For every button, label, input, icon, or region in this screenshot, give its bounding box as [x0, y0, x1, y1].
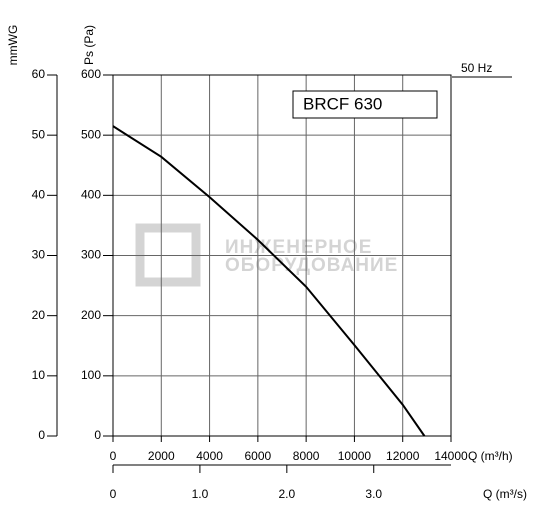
y-label: Ps (Pa) [82, 25, 96, 65]
x-tick-label: 12000 [386, 449, 420, 463]
x-tick-label: 6000 [245, 449, 272, 463]
y-tick-label: 200 [81, 308, 101, 322]
x-tick-label: 8000 [293, 449, 320, 463]
x-tick-label: 14000 [434, 449, 468, 463]
watermark: ОБОРУДОВАНИЕ [225, 255, 398, 276]
x2-tick-label: 3.0 [365, 487, 382, 501]
y2-tick-label: 30 [32, 248, 46, 262]
x2-tick-label: 1.0 [192, 487, 209, 501]
x2-tick-label: 0 [110, 487, 117, 501]
y2-tick-label: 50 [32, 127, 46, 141]
y-tick-label: 400 [81, 188, 101, 202]
curve [112, 125, 426, 437]
y-tick-label: 0 [94, 428, 101, 442]
y-tick-label: 300 [81, 248, 101, 262]
title-box [292, 90, 438, 119]
y2-label: mmWG [6, 25, 20, 66]
y2-tick-label: 0 [38, 428, 45, 442]
chart-title: BRCF 630 [303, 94, 382, 113]
x-tick-label: 4000 [196, 449, 223, 463]
x2-tick-label: 2.0 [278, 487, 295, 501]
y-tick-label: 500 [81, 127, 101, 141]
x-label: Q (m³/h) [468, 449, 513, 463]
y2-tick-label: 20 [32, 308, 46, 322]
y-tick-label: 600 [81, 67, 101, 81]
annotation: 50 Hz [461, 61, 492, 75]
x-tick-label: 0 [110, 449, 117, 463]
x-tick-label: 2000 [148, 449, 175, 463]
y-tick-label: 100 [81, 368, 101, 382]
plot-frame [112, 74, 452, 437]
x2-label: Q (m³/s) [483, 487, 527, 501]
y2-tick-label: 10 [32, 368, 46, 382]
y2-tick-label: 60 [32, 67, 46, 81]
x-tick-label: 10000 [338, 449, 372, 463]
y2-tick-label: 40 [32, 188, 46, 202]
